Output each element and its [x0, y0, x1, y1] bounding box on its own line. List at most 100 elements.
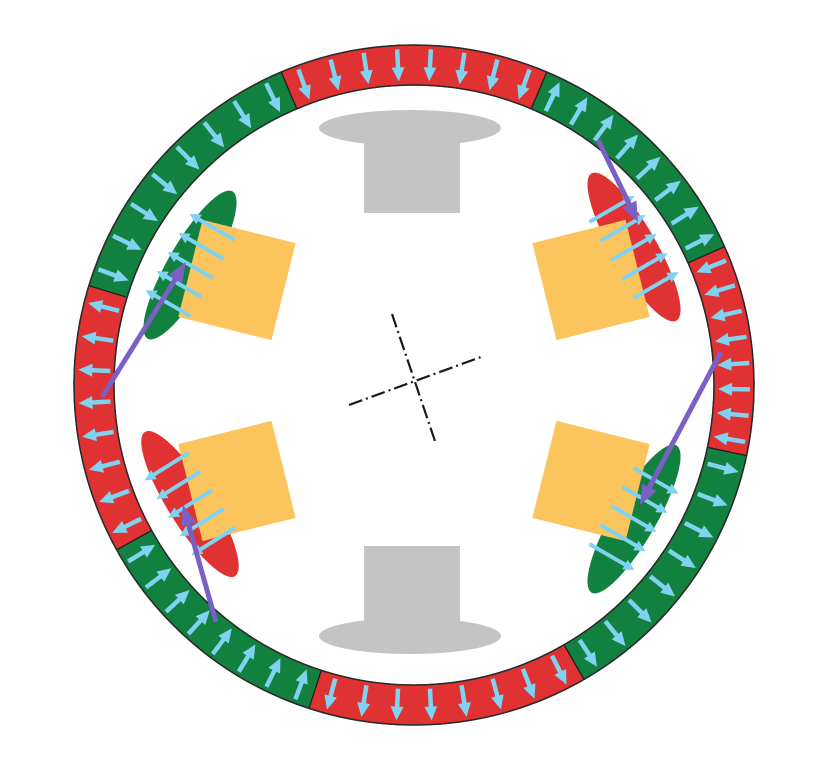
magnetization-arrow: [610, 504, 657, 532]
magnetization-arrow: [144, 568, 172, 590]
magnetization-arrow: [186, 610, 210, 636]
magnetization-arrow: [390, 688, 404, 721]
magnetization-arrow: [599, 214, 646, 243]
magnetization-arrow: [202, 121, 225, 148]
magnetization-arrow: [189, 213, 236, 242]
magnetization-arrow: [293, 669, 308, 701]
magnetization-arrow: [210, 628, 232, 656]
magnetization-arrow: [78, 396, 111, 409]
magnetization-arrow: [175, 145, 200, 170]
magnetization-arrow: [713, 432, 746, 446]
magnetization-arrow: [684, 234, 715, 251]
magnetization-arrow: [264, 82, 281, 113]
magnetization-arrow: [517, 68, 532, 100]
magnetization-arrow: [81, 331, 114, 345]
magnetization-arrow: [156, 271, 203, 299]
ring-inner-edge: [113, 84, 715, 686]
magnetization-arrow: [621, 253, 668, 281]
magnetization-arrow: [707, 461, 739, 475]
yoke-upper-right: [532, 172, 681, 341]
magnetization-arrow: [328, 59, 342, 91]
flux-arrow: [180, 505, 219, 623]
yoke-blocks: [141, 172, 681, 594]
yoke-block: [178, 420, 296, 542]
flux-arrows: [99, 138, 724, 623]
magnetization-arrow: [704, 283, 736, 297]
flux-arrow: [595, 138, 638, 222]
magnetization-arrow: [164, 590, 190, 614]
yoke-lower-right: [532, 420, 681, 594]
magnetization-arrow: [97, 267, 129, 282]
yoke-lower-left: [141, 420, 296, 578]
magnetization-arrow: [78, 363, 111, 377]
magnetization-arrow: [126, 544, 156, 564]
magnetization-arrow: [667, 548, 696, 568]
magnetization-arrow: [714, 332, 747, 346]
magnetization-arrow: [683, 521, 714, 538]
magnetization-arrow: [424, 688, 438, 721]
magnetization-arrow: [151, 172, 178, 195]
magnetization-arrow: [296, 68, 311, 100]
magnetization-arrow: [568, 97, 588, 126]
magnetization-arrow: [627, 598, 652, 623]
magnetization-arrow: [716, 407, 749, 421]
magnetization-arrow: [697, 491, 728, 507]
magnetization-arrow: [717, 357, 750, 371]
magnetization-arrow: [654, 180, 681, 202]
magnetization-arrow: [603, 619, 626, 647]
magnetization-arrow: [550, 654, 567, 685]
pole-pieces: [319, 110, 501, 654]
ring-outer-edge: [73, 44, 755, 726]
magnetization-arrow: [99, 488, 130, 504]
pole-piece-bottom-cap: [319, 618, 501, 654]
pole-piece-top-body: [364, 128, 460, 213]
flux-arrow: [99, 262, 186, 399]
magnetization-arrow: [615, 134, 638, 160]
magnetization-arrow: [232, 100, 252, 129]
magnetization-arrow: [648, 574, 676, 597]
magnetization-arrow: [236, 644, 256, 673]
magnetization-arrow: [670, 206, 699, 226]
magnetization-arrow: [632, 272, 679, 300]
magnetization-arrow: [458, 684, 471, 717]
magnetization-arrow: [588, 195, 635, 224]
magnetization-arrow: [82, 428, 114, 442]
magnetization-arrow: [88, 300, 120, 313]
magnetization-arrow: [191, 525, 237, 556]
magnet-ring: [73, 44, 755, 726]
magnetization-arrow: [167, 252, 214, 280]
magnetization-arrow: [592, 114, 614, 142]
magnetization-arrow: [88, 459, 121, 473]
magnetization-arrow: [588, 542, 635, 571]
flux-arrow: [640, 350, 724, 505]
magnetization-arrow: [144, 451, 190, 481]
magnetization-arrow: [423, 49, 437, 82]
magnetization-arrow: [145, 290, 192, 318]
magnetization-arrow: [156, 469, 202, 500]
magnetization-arrow: [610, 234, 657, 262]
magnetization-arrow: [112, 516, 142, 533]
magnetization-arrow: [455, 52, 469, 85]
magnetization-arrow: [635, 156, 661, 181]
magnetization-arrow: [168, 488, 214, 518]
magnetization-arrow: [178, 232, 225, 261]
magnetization-arrow: [264, 658, 281, 688]
center-mark: [348, 313, 482, 445]
magnetization-arrow: [718, 382, 750, 396]
yoke-block: [532, 219, 650, 341]
magnetization-arrow: [490, 678, 504, 710]
yoke-upper-left: [143, 190, 296, 341]
magnetization-arrow: [696, 258, 727, 274]
magnetization-arrow: [129, 202, 158, 222]
magnetization-arrow: [599, 523, 646, 552]
magnetization-arrow: [324, 678, 338, 710]
magnetization-arrow: [112, 233, 142, 250]
magnetization-arrow: [543, 82, 560, 112]
magnetization-arrow: [486, 59, 500, 91]
magnetization-arrow: [577, 638, 597, 667]
center-axis-line: [390, 313, 438, 445]
magnetization-arrow: [359, 52, 373, 85]
magnetization-arrow: [710, 308, 743, 322]
